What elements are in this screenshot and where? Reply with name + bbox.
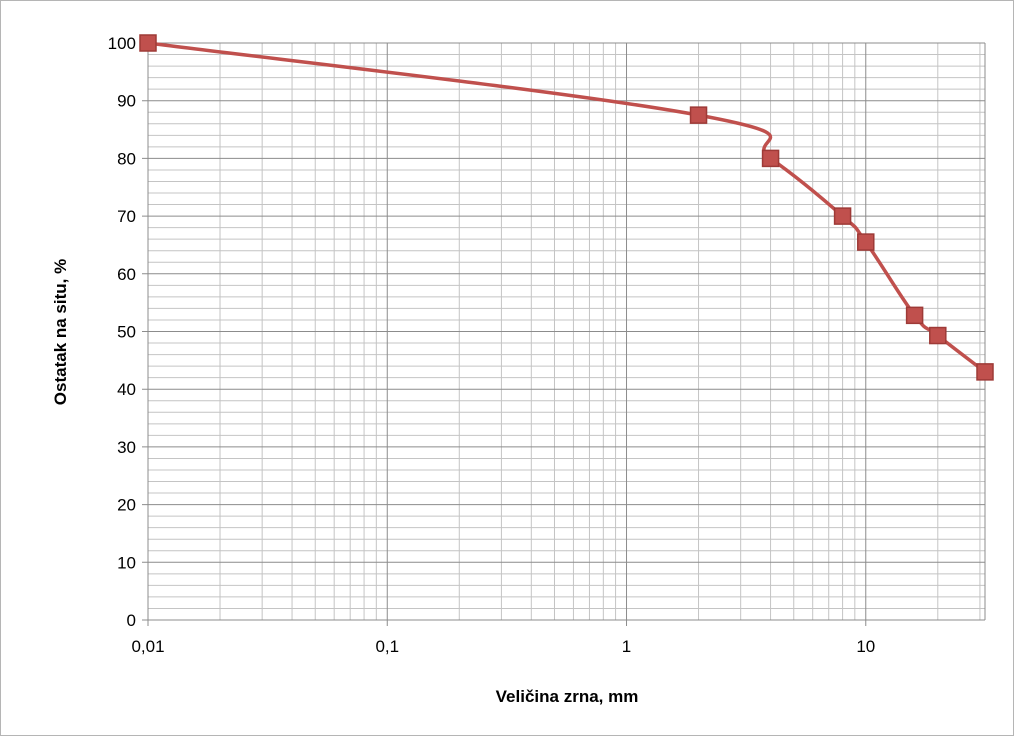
data-point-marker [976, 363, 994, 381]
data-point-marker [689, 106, 708, 124]
data-point-marker [905, 306, 924, 325]
x-tick-label: 0,01 [131, 637, 164, 656]
series-layer [139, 34, 994, 381]
y-axis-title: Ostatak na situ, % [51, 259, 70, 405]
y-tick-label: 50 [117, 323, 136, 342]
data-point-marker [833, 207, 852, 225]
y-tick-label: 70 [117, 207, 136, 226]
y-tick-label: 20 [117, 496, 136, 515]
major-grid [142, 42, 986, 626]
y-tick-label: 0 [127, 611, 136, 630]
y-tick-label: 60 [117, 265, 136, 284]
x-tick-label: 0,1 [375, 637, 399, 656]
y-tick-label: 100 [108, 34, 136, 53]
data-point-marker [139, 34, 157, 52]
y-tick-label: 90 [117, 92, 136, 111]
y-tick-label: 10 [117, 553, 136, 572]
data-point-marker [761, 149, 780, 168]
y-axis-ticks: 0 10 20 30 40 50 60 70 80 90 100 [108, 34, 136, 630]
series-line [147, 41, 987, 374]
x-tick-label: 1 [622, 637, 631, 656]
data-point-marker [857, 233, 875, 251]
x-axis-title: Veličina zrna, mm [496, 687, 639, 706]
x-tick-label: 10 [856, 637, 875, 656]
y-tick-label: 80 [117, 149, 136, 168]
y-tick-label: 40 [117, 380, 136, 399]
data-point-marker [929, 326, 947, 345]
y-tick-label: 30 [117, 438, 136, 457]
x-axis-ticks: 0,01 0,1 1 10 [131, 637, 875, 656]
minor-grid [148, 43, 985, 620]
